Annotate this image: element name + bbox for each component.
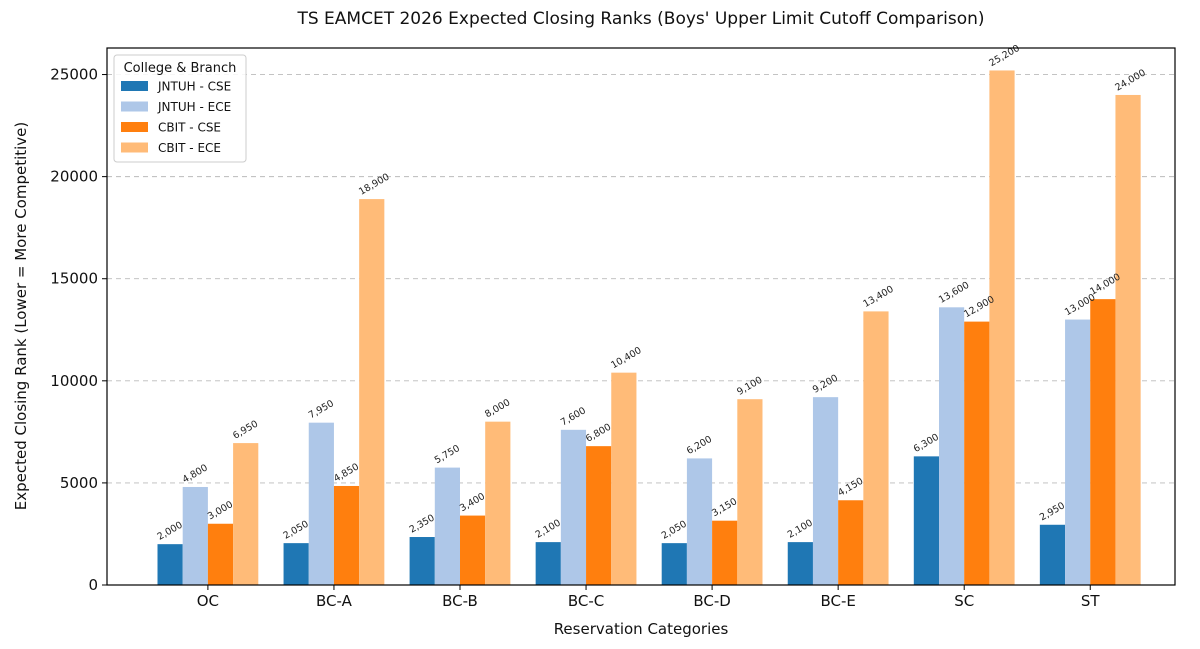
bar — [812, 397, 839, 585]
bar-value-label: 9,100 — [735, 375, 764, 398]
bar-value-label: 18,900 — [357, 172, 391, 198]
bar — [434, 467, 460, 585]
bar-value-label: 3,400 — [458, 491, 487, 514]
bar — [333, 485, 360, 585]
y-axis-title: Expected Closing Rank (Lower = More Comp… — [12, 122, 30, 511]
legend-label: JNTUH - CSE — [157, 80, 231, 94]
bar — [586, 446, 612, 585]
legend-swatch — [121, 81, 148, 91]
y-tick-label: 25000 — [50, 66, 98, 84]
x-axis-ticks: OC BC-A BC-B BC-C BC-D BC-E SC ST — [197, 585, 1101, 610]
legend-items: JNTUH - CSE JNTUH - ECE CBIT - CSE CBIT - E… — [121, 80, 231, 155]
bar — [787, 542, 813, 585]
x-tick-label: BC-B — [442, 592, 478, 610]
bar-value-label: 13,400 — [861, 284, 895, 310]
bar — [1090, 299, 1116, 585]
bar — [863, 311, 889, 585]
bar-value-label: 7,950 — [307, 398, 336, 421]
legend-swatch — [121, 142, 148, 153]
bar — [485, 421, 511, 585]
legend-title: College & Branch — [124, 61, 237, 76]
bar — [560, 429, 587, 585]
plot-area-frame — [106, 47, 1176, 586]
y-tick-label: 0 — [88, 576, 98, 594]
bar — [157, 544, 183, 585]
bar-value-label: 2,000 — [156, 520, 185, 543]
legend-swatch — [121, 122, 148, 132]
bar — [838, 500, 864, 585]
bar — [1065, 319, 1091, 585]
x-axis-title: Reservation Categories — [554, 620, 729, 638]
x-tick-label: BC-D — [693, 592, 730, 610]
bar-value-label: 3,150 — [710, 496, 739, 519]
x-tick-label: SC — [954, 592, 974, 610]
x-tick-label: BC-A — [316, 592, 353, 610]
bar — [737, 399, 763, 585]
bar-value-label: 2,100 — [786, 518, 815, 541]
bar-value-label: 4,850 — [332, 461, 361, 484]
bar-value-label: 2,050 — [282, 519, 311, 542]
bar — [611, 372, 637, 585]
bar-value-label: 6,200 — [685, 434, 714, 457]
bar-value-label: 4,800 — [181, 462, 210, 485]
bar-value-label: 7,600 — [559, 405, 588, 428]
bars — [157, 70, 1141, 585]
bar — [1039, 524, 1066, 585]
bar — [686, 458, 713, 585]
bar-value-label: 6,950 — [231, 419, 260, 442]
bar-value-label: 6,300 — [912, 432, 941, 455]
bar — [308, 422, 334, 585]
y-tick-label: 10000 — [50, 372, 98, 390]
bar-value-label: 10,400 — [609, 345, 643, 371]
bar-value-label: 6,800 — [584, 422, 613, 445]
x-tick-label: BC-C — [568, 592, 604, 610]
bar-value-label: 2,350 — [408, 512, 437, 535]
bar — [989, 70, 1015, 585]
x-tick-label: BC-E — [820, 592, 855, 610]
bar — [233, 443, 259, 585]
bar — [1115, 94, 1141, 585]
x-tick-label: ST — [1081, 592, 1101, 610]
y-tick-label: 20000 — [50, 168, 98, 186]
legend-label: CBIT - CSE — [158, 121, 221, 135]
legend-label: CBIT - ECE — [158, 141, 221, 155]
x-tick-label: OC — [197, 592, 219, 610]
chart-title: TS EAMCET 2026 Expected Closing Ranks (B… — [296, 9, 984, 29]
bar — [460, 515, 486, 585]
bar — [712, 520, 738, 585]
bar — [939, 307, 965, 585]
gridlines — [107, 74, 1175, 484]
y-axis-ticks: 0 5000 10000 15000 20000 25000 — [50, 66, 107, 594]
bar — [409, 537, 435, 585]
bar-value-label: 25,200 — [987, 43, 1021, 69]
bar — [182, 486, 208, 585]
bar-value-label: 8,000 — [483, 397, 512, 420]
legend-swatch — [121, 101, 148, 112]
bar-value-label: 9,200 — [811, 373, 840, 396]
y-tick-label: 15000 — [50, 270, 98, 288]
bar — [283, 543, 309, 585]
legend-label: JNTUH - ECE — [157, 100, 231, 114]
bar — [535, 542, 561, 585]
bar — [207, 523, 234, 585]
bar-value-label: 2,950 — [1038, 500, 1067, 523]
bar — [964, 321, 990, 585]
bar-value-label: 24,000 — [1113, 67, 1147, 93]
bar-value-label: 3,000 — [206, 499, 235, 522]
bar-value-label: 4,150 — [836, 476, 865, 499]
bar-value-label: 5,750 — [433, 443, 462, 466]
bar — [913, 456, 939, 585]
bar-value-label: 2,050 — [660, 519, 689, 542]
legend: College & Branch JNTUH - CSE JNTUH - ECE C… — [113, 54, 247, 163]
bar — [359, 199, 385, 585]
bar-value-label: 2,100 — [534, 518, 563, 541]
bar-value-label: 13,600 — [937, 280, 971, 306]
y-tick-label: 5000 — [60, 474, 98, 492]
bar — [661, 543, 687, 585]
